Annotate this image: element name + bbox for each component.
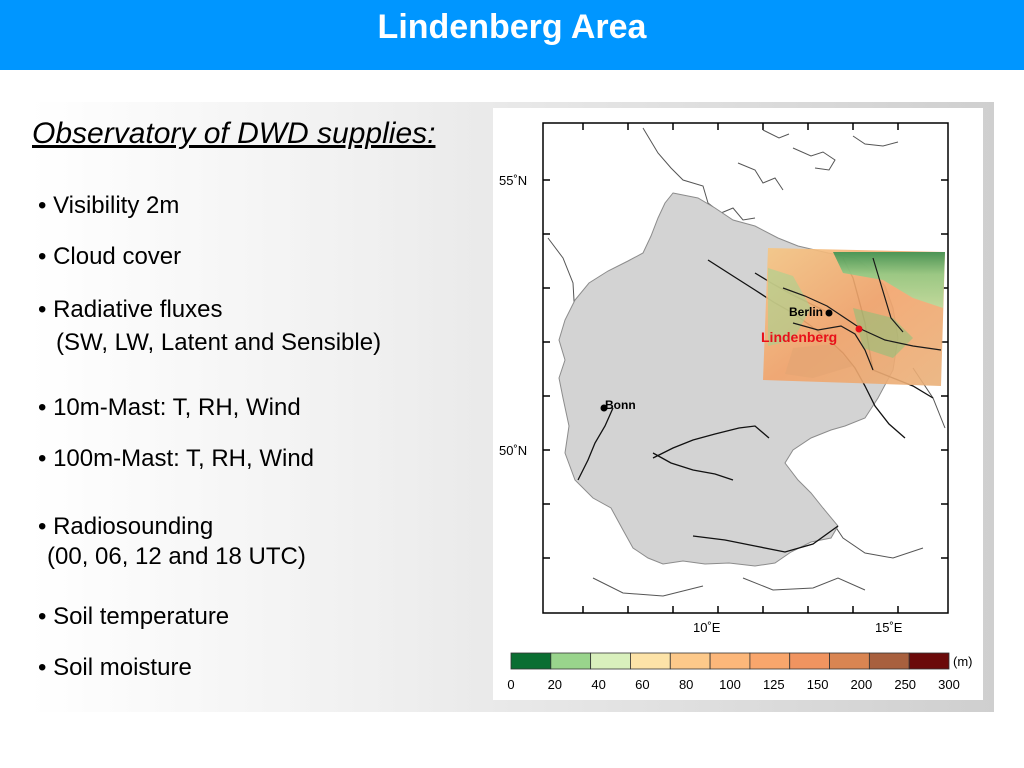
lon-label-15e: 15˚E xyxy=(875,620,903,635)
legend-tick-label: 80 xyxy=(679,677,693,692)
legend-swatch xyxy=(510,652,552,670)
topography-inset xyxy=(763,248,945,386)
bullet-soil-moisture: • Soil moisture xyxy=(38,654,192,681)
bullet-visibility: • Visibility 2m xyxy=(38,192,180,219)
title-bar: Lindenberg Area xyxy=(0,0,1024,70)
legend-tick-label: 125 xyxy=(763,677,785,692)
legend-swatch xyxy=(789,652,830,670)
frame-ticks xyxy=(543,123,948,613)
bullet-radiative-fluxes-detail: (SW, LW, Latent and Sensible) xyxy=(56,329,382,356)
subtitle: Observatory of DWD supplies: xyxy=(32,117,436,150)
legend-swatch xyxy=(709,652,751,670)
lat-label-50n: 50˚N xyxy=(499,443,527,458)
legend-swatch xyxy=(868,652,910,670)
legend-swatch xyxy=(669,652,711,670)
berlin-marker xyxy=(825,309,833,317)
legend-tick-label: 200 xyxy=(851,677,873,692)
legend-swatch xyxy=(630,652,671,670)
bullet-10m-mast: • 10m-Mast: T, RH, Wind xyxy=(38,394,301,421)
legend-tick-labels: 0 20 40 60 80 100 125 150 200 250 300 xyxy=(507,677,959,692)
legend-swatch xyxy=(749,652,791,670)
bullet-100m-mast: • 100m-Mast: T, RH, Wind xyxy=(38,445,315,472)
legend-tick-label: 40 xyxy=(591,677,605,692)
legend-swatch xyxy=(829,652,870,670)
map-figure: Berlin Lindenberg Bonn 55˚N 50˚N 10˚E 15… xyxy=(493,108,983,700)
bullet-radiosounding-detail: (00, 06, 12 and 18 UTC) xyxy=(47,543,306,570)
legend-tick-label: 60 xyxy=(635,677,649,692)
page-title: Lindenberg Area xyxy=(377,8,647,46)
lindenberg-marker xyxy=(855,325,863,333)
bullet-cloud-cover: • Cloud cover xyxy=(38,243,182,270)
bonn-marker xyxy=(600,404,608,412)
bullet-radiative-fluxes: • Radiative fluxes xyxy=(38,296,223,323)
germany-map: Berlin Lindenberg Bonn 55˚N 50˚N 10˚E 15… xyxy=(499,122,973,692)
bonn-label: Bonn xyxy=(605,398,636,412)
legend-tick-label: 250 xyxy=(894,677,916,692)
legend-unit: (m) xyxy=(953,654,973,669)
elevation-legend xyxy=(510,652,950,670)
berlin-label: Berlin xyxy=(789,305,823,319)
legend-swatch xyxy=(908,652,950,670)
legend-swatch xyxy=(590,652,631,670)
legend-swatch xyxy=(550,652,592,670)
bullet-radiosounding: • Radiosounding xyxy=(38,513,214,540)
legend-tick-label: 0 xyxy=(507,677,514,692)
lon-label-10e: 10˚E xyxy=(693,620,721,635)
lindenberg-label: Lindenberg xyxy=(761,329,837,345)
legend-tick-label: 100 xyxy=(719,677,741,692)
legend-tick-label: 20 xyxy=(548,677,562,692)
bullet-soil-temperature: • Soil temperature xyxy=(38,603,230,630)
legend-tick-label: 300 xyxy=(938,677,960,692)
lat-label-55n: 55˚N xyxy=(499,173,527,188)
legend-tick-label: 150 xyxy=(807,677,829,692)
